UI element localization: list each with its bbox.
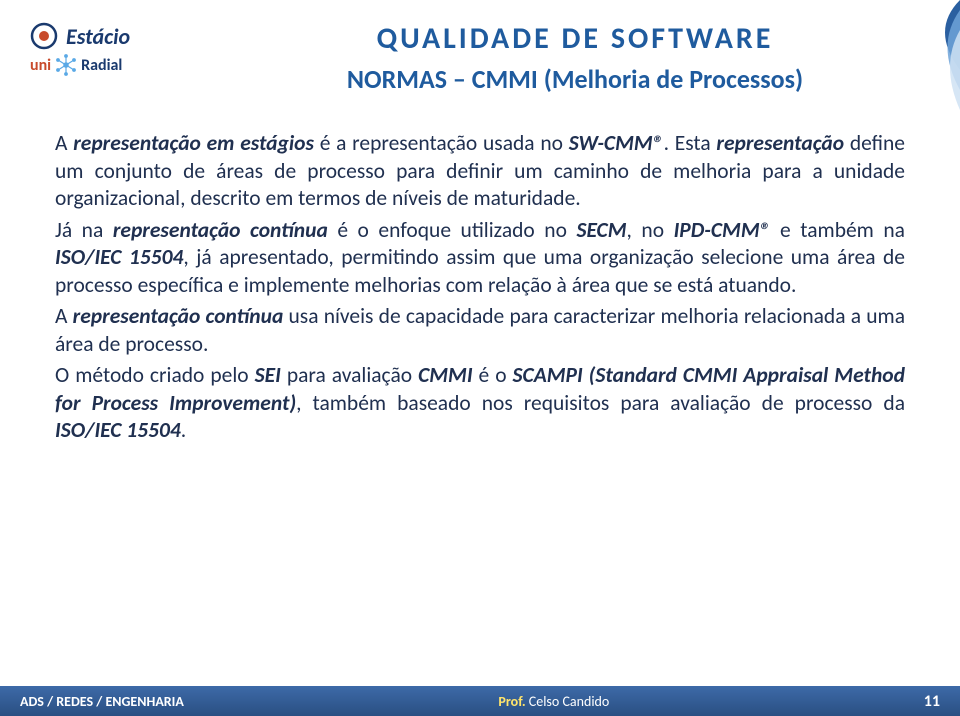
footer-prof: Prof.: [498, 693, 525, 710]
slide: Estácio uni Radial: [0, 0, 960, 716]
paragraph-2: Já na representação contínua é o enfoque…: [55, 217, 905, 300]
estacio-text: Estácio: [66, 23, 130, 50]
footer-bar: ADS / REDES / ENGENHARIA Prof. Celso Can…: [0, 686, 960, 716]
decorative-swoosh: [910, 0, 960, 130]
page-number: 11: [924, 692, 960, 711]
radial-text: Radial: [81, 56, 122, 75]
uniradial-logo: uni Radial: [30, 54, 190, 76]
uni-text: uni: [30, 56, 51, 75]
paragraph-1: A representação em estágios é a represen…: [55, 130, 905, 213]
subtitle: NORMAS – CMMI (Melhoria de Processos): [250, 63, 900, 95]
logo-block: Estácio uni Radial: [30, 22, 190, 76]
paragraph-3: A representação contínua usa níveis de c…: [55, 303, 905, 358]
estacio-icon: [30, 22, 58, 50]
paragraph-4: O método criado pelo SEI para avaliação …: [55, 362, 905, 445]
footer-name: Celso Candido: [526, 693, 610, 710]
estacio-logo: Estácio: [30, 22, 190, 50]
title-block: QUALIDADE DE SOFTWARE NORMAS – CMMI (Mel…: [250, 20, 900, 95]
radial-icon: [55, 54, 77, 76]
content-body: A representação em estágios é a represen…: [55, 130, 905, 449]
main-title: QUALIDADE DE SOFTWARE: [250, 20, 900, 57]
footer-left: ADS / REDES / ENGENHARIA: [0, 693, 184, 710]
footer-center: Prof. Celso Candido: [184, 693, 924, 710]
